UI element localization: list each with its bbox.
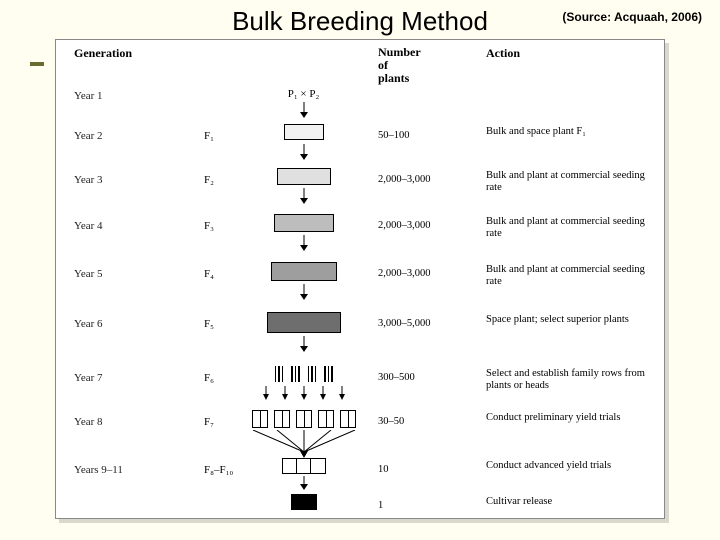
- action-text: Bulk and plant at commercial seeding rat…: [486, 264, 652, 288]
- preliminary-plots: [252, 410, 356, 428]
- diagram-node: P₁ × P₂: [236, 82, 371, 122]
- generation-row: Year 6 F₅ 3,000–5,000 Space plant; selec…: [56, 310, 664, 350]
- action-text: Cultivar release: [486, 496, 652, 508]
- year-label: Year 2: [74, 130, 103, 142]
- year-label: Year 6: [74, 318, 103, 330]
- generation-label: F₃: [204, 220, 214, 232]
- family-row-group: [291, 366, 300, 382]
- generation-row: Year 3 F₂ 2,000–3,000 Bulk and plant at …: [56, 166, 664, 206]
- plant-count: 50–100: [378, 130, 410, 141]
- generation-row: Years 9–11 F₈–F₁₀ 10 Conduct advanced yi…: [56, 456, 664, 496]
- generation-row: Year 8 F₇ 30–50 Conduct preliminary yiel…: [56, 408, 664, 448]
- population-box: [271, 262, 337, 281]
- accent-bar: [30, 62, 44, 66]
- plant-count: 2,000–3,000: [378, 268, 431, 279]
- yield-plot: [296, 410, 312, 428]
- yield-plot: [274, 410, 290, 428]
- generation-label: F₇: [204, 416, 214, 428]
- year-label: Year 8: [74, 416, 103, 428]
- action-text: Conduct preliminary yield trials: [486, 412, 652, 424]
- generation-row: Year 5 F₄ 2,000–3,000 Bulk and plant at …: [56, 260, 664, 300]
- plant-count: 1: [378, 500, 383, 511]
- source-citation: (Source: Acquaah, 2006): [562, 10, 702, 24]
- diagram-node: [236, 260, 371, 300]
- action-text: Bulk and plant at commercial seeding rat…: [486, 170, 652, 194]
- year-label: Year 4: [74, 220, 103, 232]
- plant-count: 2,000–3,000: [378, 220, 431, 231]
- family-row-group: [275, 366, 284, 382]
- cultivar-box: [291, 494, 317, 510]
- action-text: Bulk and space plant F₁: [486, 126, 652, 138]
- population-box: [277, 168, 331, 185]
- generation-label: F₈–F₁₀: [204, 464, 233, 476]
- diagram-node: [236, 122, 371, 162]
- generation-label: F₆: [204, 372, 214, 384]
- action-text: Bulk and plant at commercial seeding rat…: [486, 216, 652, 240]
- generation-row: Year 2 F₁ 50–100 Bulk and space plant F₁: [56, 122, 664, 162]
- arrow-down-icon: [299, 102, 309, 118]
- header-generation: Generation: [74, 46, 132, 61]
- diagram-node: [236, 310, 371, 350]
- arrow-down-icon: [299, 284, 309, 300]
- diagram-node: [236, 212, 371, 252]
- family-row-group: [308, 366, 317, 382]
- action-text: Conduct advanced yield trials: [486, 460, 652, 472]
- generation-row: Year 4 F₃ 2,000–3,000 Bulk and plant at …: [56, 212, 664, 252]
- plant-count: 300–500: [378, 372, 415, 383]
- generation-row: Year 1 P₁ × P₂: [56, 82, 664, 122]
- year-label: Year 3: [74, 174, 103, 186]
- action-text: Space plant; select superior plants: [486, 314, 652, 326]
- plant-count: 30–50: [378, 416, 404, 427]
- arrow-down-icon: [299, 476, 309, 490]
- year-label: Year 5: [74, 268, 103, 280]
- title-bar: Bulk Breeding Method (Source: Acquaah, 2…: [0, 0, 720, 39]
- yield-plot: [340, 410, 356, 428]
- generation-label: F₁: [204, 130, 214, 142]
- family-row-group: [324, 366, 333, 382]
- arrow-multi-icon: [262, 386, 346, 400]
- advanced-plot: [282, 458, 326, 474]
- header-action: Action: [486, 46, 520, 61]
- generation-label: F₄: [204, 268, 214, 280]
- generation-label: F₅: [204, 318, 214, 330]
- diagram-node: [236, 408, 371, 448]
- population-box: [274, 214, 334, 232]
- cross-label: P₁ × P₂: [288, 88, 320, 100]
- arrow-down-icon: [299, 144, 309, 160]
- arrow-down-icon: [299, 336, 309, 352]
- diagram-node: [236, 166, 371, 206]
- page-title: Bulk Breeding Method: [232, 6, 488, 37]
- arrow-down-icon: [299, 235, 309, 251]
- population-box: [267, 312, 341, 333]
- plant-count: 2,000–3,000: [378, 174, 431, 185]
- generation-row: Year 7 F₆ 300–500 Select and establish f…: [56, 364, 664, 404]
- breeding-figure: Generation Number of plants Action Year …: [55, 39, 665, 519]
- generation-label: F₂: [204, 174, 214, 186]
- population-box: [284, 124, 324, 140]
- diagram-node: [236, 456, 371, 496]
- action-text: Select and establish family rows from pl…: [486, 368, 652, 392]
- family-rows: [275, 366, 333, 382]
- diagram-node: [236, 364, 371, 404]
- year-label: Years 9–11: [74, 464, 123, 476]
- generation-row: 1 Cultivar release: [56, 492, 664, 532]
- arrow-down-icon: [299, 188, 309, 204]
- year-label: Year 7: [74, 372, 103, 384]
- plant-count: 10: [378, 464, 389, 475]
- yield-plot: [252, 410, 268, 428]
- year-label: Year 1: [74, 90, 103, 102]
- diagram-node: [236, 492, 371, 532]
- yield-plot: [318, 410, 334, 428]
- plant-count: 3,000–5,000: [378, 318, 431, 329]
